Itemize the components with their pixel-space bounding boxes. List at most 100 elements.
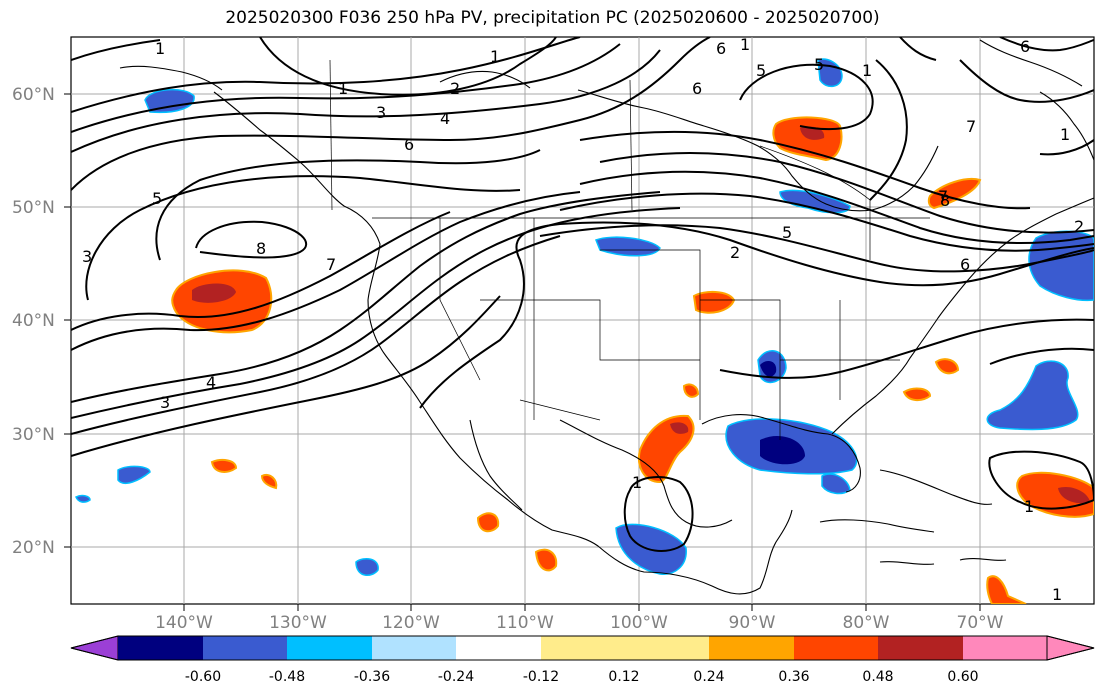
colorbar-extend-low (70, 635, 119, 661)
precip-negative-area (821, 473, 851, 495)
lat-label: 30°N (12, 425, 55, 445)
pv-label: 3 (160, 393, 170, 412)
pv-label: 4 (206, 373, 216, 392)
lon-label: 140°W (155, 613, 213, 633)
colorbar-bin (963, 636, 1047, 660)
precip-positive-area (210, 459, 238, 473)
pv-label: 7 (966, 117, 976, 136)
pv-label: 1 (1060, 125, 1070, 144)
precip-shading (75, 58, 1094, 604)
pv-label: 4 (440, 109, 450, 128)
lon-label: 120°W (382, 613, 440, 633)
pv-label: 1 (155, 39, 165, 58)
latitude-labels: 60°N 50°N 40°N 30°N 20°N (12, 85, 55, 558)
precip-negative-area (760, 360, 777, 377)
pv-label: 1 (1052, 585, 1062, 604)
pv-contour-labels: 1 1 1 1 1 1 1 1 1 2 2 3 3 3 4 4 5 5 5 6 … (82, 35, 1084, 604)
colorbar (70, 635, 1095, 661)
precip-positive-area (800, 126, 825, 140)
lat-label: 50°N (12, 198, 55, 218)
colorbar-bin (203, 636, 287, 660)
gridlines (71, 37, 1094, 604)
pv-label: 6 (1020, 37, 1030, 56)
pv-label: 6 (404, 135, 414, 154)
colorbar-label: -0.60 (185, 669, 221, 685)
lon-label: 110°W (496, 613, 554, 633)
colorbar-label: 0.48 (862, 669, 893, 685)
colorbar-bin (541, 636, 709, 660)
colorbar-extend-high (1046, 635, 1095, 661)
precip-positive-area (192, 283, 236, 303)
pv-label: 6 (716, 39, 726, 58)
lon-label: 90°W (729, 613, 776, 633)
pv-label: 5 (782, 223, 792, 242)
precip-positive-area (986, 575, 1027, 604)
lon-label: 130°W (269, 613, 327, 633)
pv-label: 1 (338, 79, 348, 98)
colorbar-label: 0.36 (778, 669, 809, 685)
pv-label: 8 (256, 239, 266, 258)
pv-label: 2 (730, 243, 740, 262)
pv-label: 5 (152, 189, 162, 208)
precip-positive-area (534, 548, 558, 572)
pv-label: 1 (490, 47, 500, 66)
precip-negative-area (355, 557, 379, 576)
precip-positive-area (934, 358, 960, 375)
pv-label: 1 (1024, 497, 1034, 516)
colorbar-label: 0.12 (608, 669, 639, 685)
lon-label: 70°W (957, 613, 1004, 633)
pv-contours (71, 37, 1094, 552)
plot-title: 2025020300 F036 250 hPa PV, precipitatio… (225, 8, 880, 28)
pv-label: 1 (862, 61, 872, 80)
pv-label: 5 (814, 55, 824, 74)
pv-label: 1 (740, 35, 750, 54)
precip-negative-area (595, 236, 661, 257)
pv-label: 7 (326, 255, 336, 274)
colorbar-label: -0.48 (269, 669, 305, 685)
lat-label: 40°N (12, 311, 55, 331)
longitude-labels: 140°W 130°W 120°W 110°W 100°W 90°W 80°W … (155, 613, 1004, 633)
precip-positive-area (902, 387, 932, 402)
pv-label: 6 (960, 255, 970, 274)
precip-negative-area (760, 435, 805, 465)
lat-label: 20°N (12, 538, 55, 558)
axis-ticks (64, 93, 981, 611)
colorbar-label: -0.24 (438, 669, 474, 685)
pv-label: 2 (1074, 217, 1084, 236)
colorbar-bin (456, 636, 541, 660)
colorbar-bin (372, 636, 456, 660)
colorbar-labels: -0.60 -0.48 -0.36 -0.24 -0.12 0.12 0.24 … (185, 669, 979, 685)
colorbar-label: 0.24 (693, 669, 724, 685)
lat-label: 60°N (12, 85, 55, 105)
colorbar-label: 0.60 (947, 669, 978, 685)
pv-label: 2 (450, 79, 460, 98)
precip-positive-area (927, 178, 982, 210)
pv-label: 8 (940, 191, 950, 210)
political-borders (329, 59, 930, 440)
precip-positive-area (682, 383, 700, 398)
precip-negative-area (144, 88, 195, 114)
pv-label: 5 (756, 61, 766, 80)
pv-label: 1 (632, 473, 642, 492)
lon-label: 100°W (610, 613, 668, 633)
pv-label: 3 (376, 103, 386, 122)
precip-positive-area (476, 512, 500, 533)
colorbar-bin (709, 636, 794, 660)
colorbar-label: -0.36 (354, 669, 390, 685)
precip-negative-area (117, 465, 151, 484)
colorbar-bin (794, 636, 878, 660)
precip-negative-area (75, 494, 91, 503)
precip-positive-area (670, 422, 689, 434)
precip-negative-area (986, 360, 1079, 431)
precip-positive-area (260, 474, 278, 490)
colorbar-bin (287, 636, 372, 660)
colorbar-bin (878, 636, 963, 660)
colorbar-label: -0.12 (523, 669, 559, 685)
precip-positive-area (1058, 486, 1090, 504)
pv-label: 6 (692, 79, 702, 98)
colorbar-bin (118, 636, 203, 660)
pv-label: 7 (938, 187, 948, 206)
lon-label: 80°W (843, 613, 890, 633)
pv-label: 3 (82, 247, 92, 266)
